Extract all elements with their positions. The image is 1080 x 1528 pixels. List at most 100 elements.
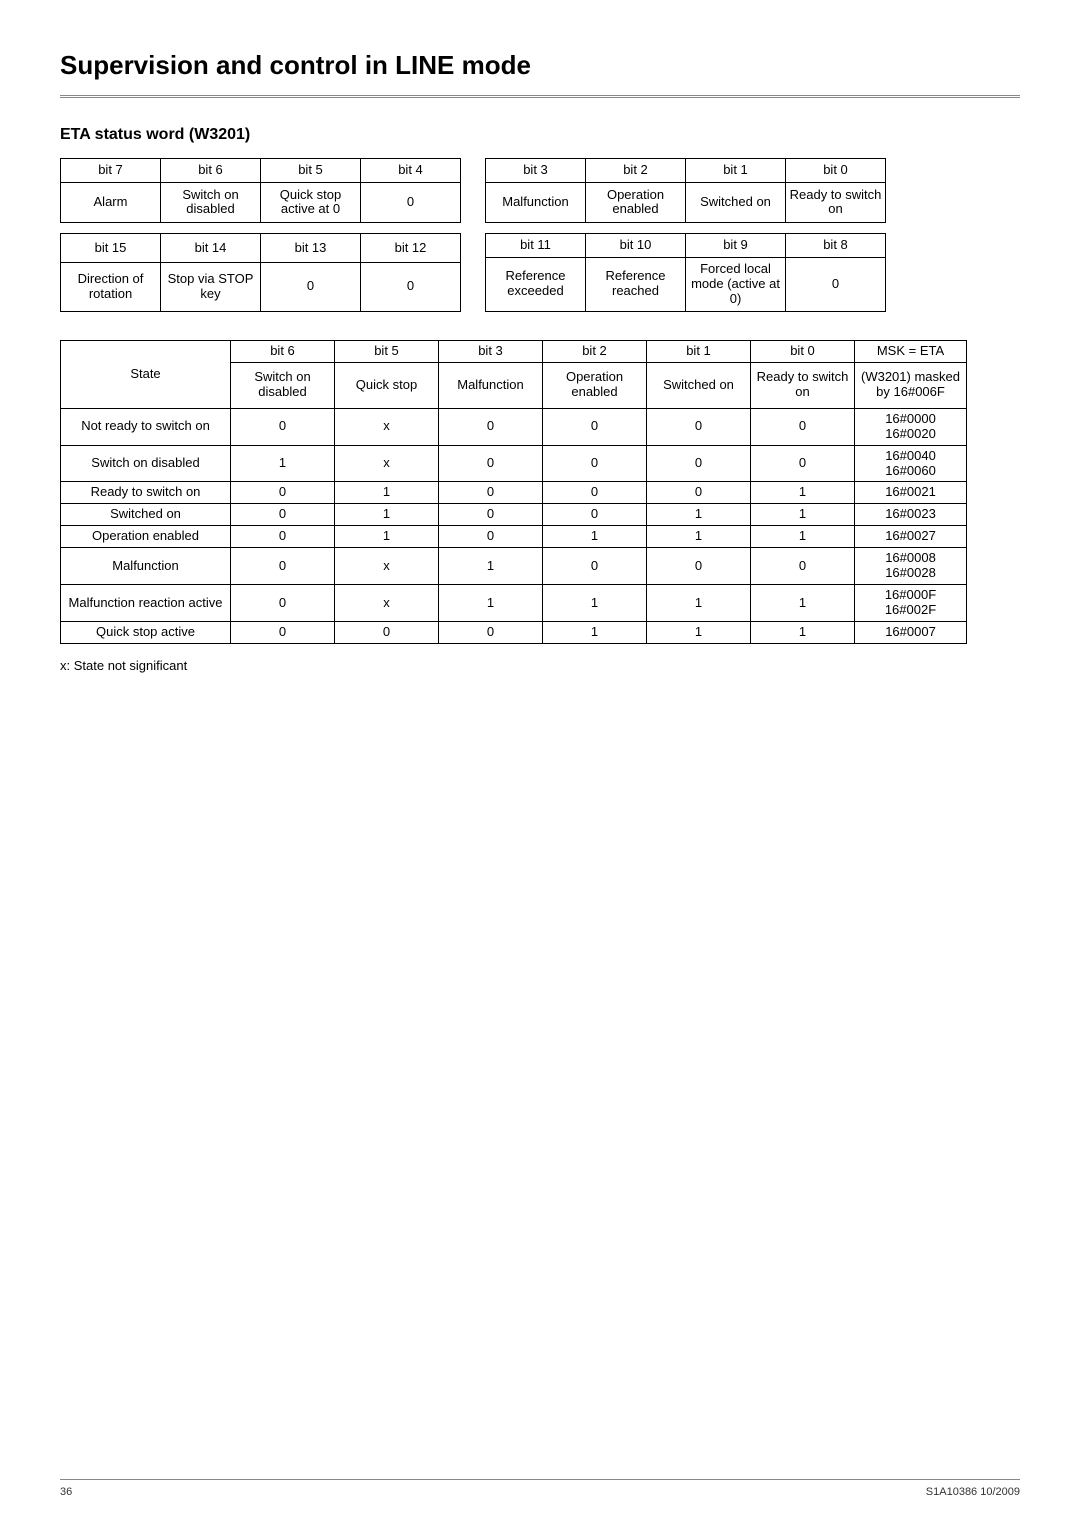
table-cell: 0 bbox=[439, 504, 543, 526]
bit-header: bit 1 bbox=[686, 159, 786, 183]
footnote: x: State not significant bbox=[60, 658, 1020, 673]
bit-tables-row-1: bit 7 bit 6 bit 5 bit 4 Alarm Switch on … bbox=[60, 158, 1020, 223]
table-cell: 1 bbox=[335, 482, 439, 504]
bit-header: bit 3 bbox=[486, 159, 586, 183]
col-header-bottom: Operation enabled bbox=[543, 362, 647, 408]
table-cell: 0 bbox=[439, 445, 543, 482]
bit-value: Malfunction bbox=[486, 182, 586, 222]
table-cell: x bbox=[335, 408, 439, 445]
col-header-top: bit 6 bbox=[231, 340, 335, 362]
bit-header: bit 9 bbox=[686, 233, 786, 257]
table-cell: 0 bbox=[647, 408, 751, 445]
table-cell: 1 bbox=[543, 622, 647, 644]
table-cell: 1 bbox=[751, 482, 855, 504]
bit-header: bit 4 bbox=[361, 159, 461, 183]
bit-value: Ready to switch on bbox=[786, 182, 886, 222]
table-cell: 0 bbox=[751, 445, 855, 482]
bits-15-12-table: bit 15 bit 14 bit 13 bit 12 Direction of… bbox=[60, 233, 461, 312]
table-cell: 0 bbox=[439, 408, 543, 445]
table-cell: 16#0007 bbox=[855, 622, 967, 644]
bit-value: Quick stop active at 0 bbox=[261, 182, 361, 222]
bits-7-4-table: bit 7 bit 6 bit 5 bit 4 Alarm Switch on … bbox=[60, 158, 461, 223]
state-table: State bit 6 bit 5 bit 3 bit 2 bit 1 bit … bbox=[60, 340, 967, 644]
table-cell: 0 bbox=[647, 482, 751, 504]
state-cell: Switched on bbox=[61, 504, 231, 526]
bit-header: bit 0 bbox=[786, 159, 886, 183]
state-cell: Operation enabled bbox=[61, 526, 231, 548]
bit-header: bit 6 bbox=[161, 159, 261, 183]
table-cell: 1 bbox=[439, 548, 543, 585]
table-cell: x bbox=[335, 585, 439, 622]
table-cell: 1 bbox=[647, 585, 751, 622]
table-cell: 0 bbox=[231, 622, 335, 644]
bit-header: bit 8 bbox=[786, 233, 886, 257]
page-footer: 36 S1A10386 10/2009 bbox=[60, 1479, 1020, 1498]
bit-header: bit 2 bbox=[586, 159, 686, 183]
table-cell: 0 bbox=[231, 585, 335, 622]
table-cell: 1 bbox=[335, 504, 439, 526]
bit-value: Switched on bbox=[686, 182, 786, 222]
col-header-top: bit 1 bbox=[647, 340, 751, 362]
col-header-bottom: Ready to switch on bbox=[751, 362, 855, 408]
bit-header: bit 15 bbox=[61, 233, 161, 262]
table-cell: 1 bbox=[751, 504, 855, 526]
table-cell: 1 bbox=[647, 504, 751, 526]
section-heading: ETA status word (W3201) bbox=[60, 126, 1020, 144]
table-cell: 0 bbox=[543, 408, 647, 445]
table-cell: 0 bbox=[647, 548, 751, 585]
page-number: 36 bbox=[60, 1486, 72, 1498]
col-header-top: bit 3 bbox=[439, 340, 543, 362]
page-title: Supervision and control in LINE mode bbox=[60, 50, 1020, 81]
table-cell: 1 bbox=[231, 445, 335, 482]
state-col-header: State bbox=[61, 340, 231, 408]
table-cell: 0 bbox=[231, 504, 335, 526]
col-header-bottom: Switched on bbox=[647, 362, 751, 408]
table-cell: 0 bbox=[231, 526, 335, 548]
table-cell: 0 bbox=[647, 445, 751, 482]
bits-11-8-table: bit 11 bit 10 bit 9 bit 8 Reference exce… bbox=[485, 233, 886, 312]
table-cell: 1 bbox=[439, 585, 543, 622]
table-cell: 1 bbox=[751, 526, 855, 548]
table-cell: 0 bbox=[543, 482, 647, 504]
col-header-top: MSK = ETA bbox=[855, 340, 967, 362]
col-header-bottom: Switch on disabled bbox=[231, 362, 335, 408]
state-cell: Not ready to switch on bbox=[61, 408, 231, 445]
table-cell: 16#000F16#002F bbox=[855, 585, 967, 622]
table-cell: 1 bbox=[335, 526, 439, 548]
table-cell: x bbox=[335, 548, 439, 585]
bit-value: Direction of rotation bbox=[61, 263, 161, 312]
table-cell: 0 bbox=[231, 482, 335, 504]
table-cell: 0 bbox=[751, 548, 855, 585]
table-cell: 16#000816#0028 bbox=[855, 548, 967, 585]
col-header-top: bit 2 bbox=[543, 340, 647, 362]
table-cell: x bbox=[335, 445, 439, 482]
bit-value: 0 bbox=[361, 182, 461, 222]
bit-value: Alarm bbox=[61, 182, 161, 222]
table-cell: 1 bbox=[647, 526, 751, 548]
table-cell: 0 bbox=[439, 622, 543, 644]
bit-tables-row-2: bit 15 bit 14 bit 13 bit 12 Direction of… bbox=[60, 233, 1020, 312]
state-cell: Ready to switch on bbox=[61, 482, 231, 504]
bit-value: 0 bbox=[261, 263, 361, 312]
bit-value: Reference reached bbox=[586, 257, 686, 311]
bit-header: bit 12 bbox=[361, 233, 461, 262]
bit-value: Forced local mode (active at 0) bbox=[686, 257, 786, 311]
bit-value: Switch on disabled bbox=[161, 182, 261, 222]
col-header-top: bit 0 bbox=[751, 340, 855, 362]
bit-header: bit 10 bbox=[586, 233, 686, 257]
bit-value: 0 bbox=[786, 257, 886, 311]
table-cell: 0 bbox=[543, 445, 647, 482]
bit-header: bit 7 bbox=[61, 159, 161, 183]
col-header-bottom: Quick stop bbox=[335, 362, 439, 408]
table-cell: 0 bbox=[231, 408, 335, 445]
bit-header: bit 14 bbox=[161, 233, 261, 262]
doc-reference: S1A10386 10/2009 bbox=[926, 1486, 1020, 1498]
table-cell: 1 bbox=[543, 585, 647, 622]
table-cell: 0 bbox=[439, 526, 543, 548]
bit-header: bit 11 bbox=[486, 233, 586, 257]
table-cell: 0 bbox=[335, 622, 439, 644]
state-cell: Quick stop active bbox=[61, 622, 231, 644]
table-cell: 0 bbox=[231, 548, 335, 585]
table-cell: 0 bbox=[439, 482, 543, 504]
table-cell: 16#000016#0020 bbox=[855, 408, 967, 445]
